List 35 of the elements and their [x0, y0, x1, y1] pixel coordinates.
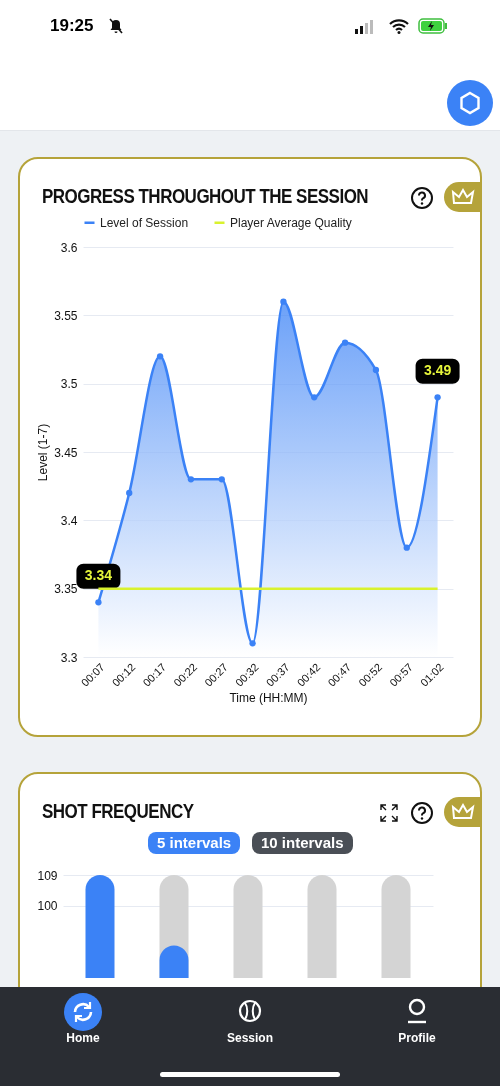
- point: [156, 353, 164, 360]
- point: [95, 599, 102, 606]
- point: [126, 489, 133, 497]
- point: [218, 476, 225, 483]
- y-tick-label: 3.45: [54, 445, 78, 460]
- legend-label: Player Average Quality: [230, 215, 352, 230]
- data-label: 3.49: [423, 362, 452, 379]
- text: Home: [65, 1031, 101, 1045]
- chart-title: SHOT FREQUENCY: [42, 800, 194, 823]
- y-tick-label: 100: [37, 899, 58, 914]
- chart-title: PROGRESS THROUGHOUT THE SESSION: [42, 185, 369, 208]
- data-label: 3.34: [84, 567, 113, 584]
- legend-label: Level of Session: [100, 215, 189, 230]
- y-tick-label: 3.4: [60, 513, 78, 528]
- point: [434, 394, 441, 401]
- point: [372, 366, 380, 374]
- y-tick-label: 3.35: [54, 582, 78, 597]
- y-tick-label: 3.6: [60, 240, 78, 255]
- y-tick-label: 3.55: [54, 308, 78, 323]
- y-tick-label: 3.3: [60, 650, 78, 665]
- y-tick-label: 3.5: [60, 377, 78, 392]
- x-axis-title: Time (HH:MM): [229, 690, 308, 705]
- y-tick-label: 109: [37, 868, 58, 883]
- text: Profile: [397, 1031, 437, 1045]
- text: Session: [226, 1031, 274, 1045]
- text: 10 intervals: [252, 832, 353, 854]
- point: [249, 640, 256, 647]
- y-axis-title: Level (1-7): [36, 423, 51, 482]
- point: [311, 394, 318, 401]
- text: 19:25: [50, 16, 94, 36]
- point: [187, 476, 195, 483]
- point: [403, 544, 410, 551]
- point: [280, 298, 287, 305]
- text: 5 intervals: [148, 832, 241, 854]
- point: [341, 339, 349, 346]
